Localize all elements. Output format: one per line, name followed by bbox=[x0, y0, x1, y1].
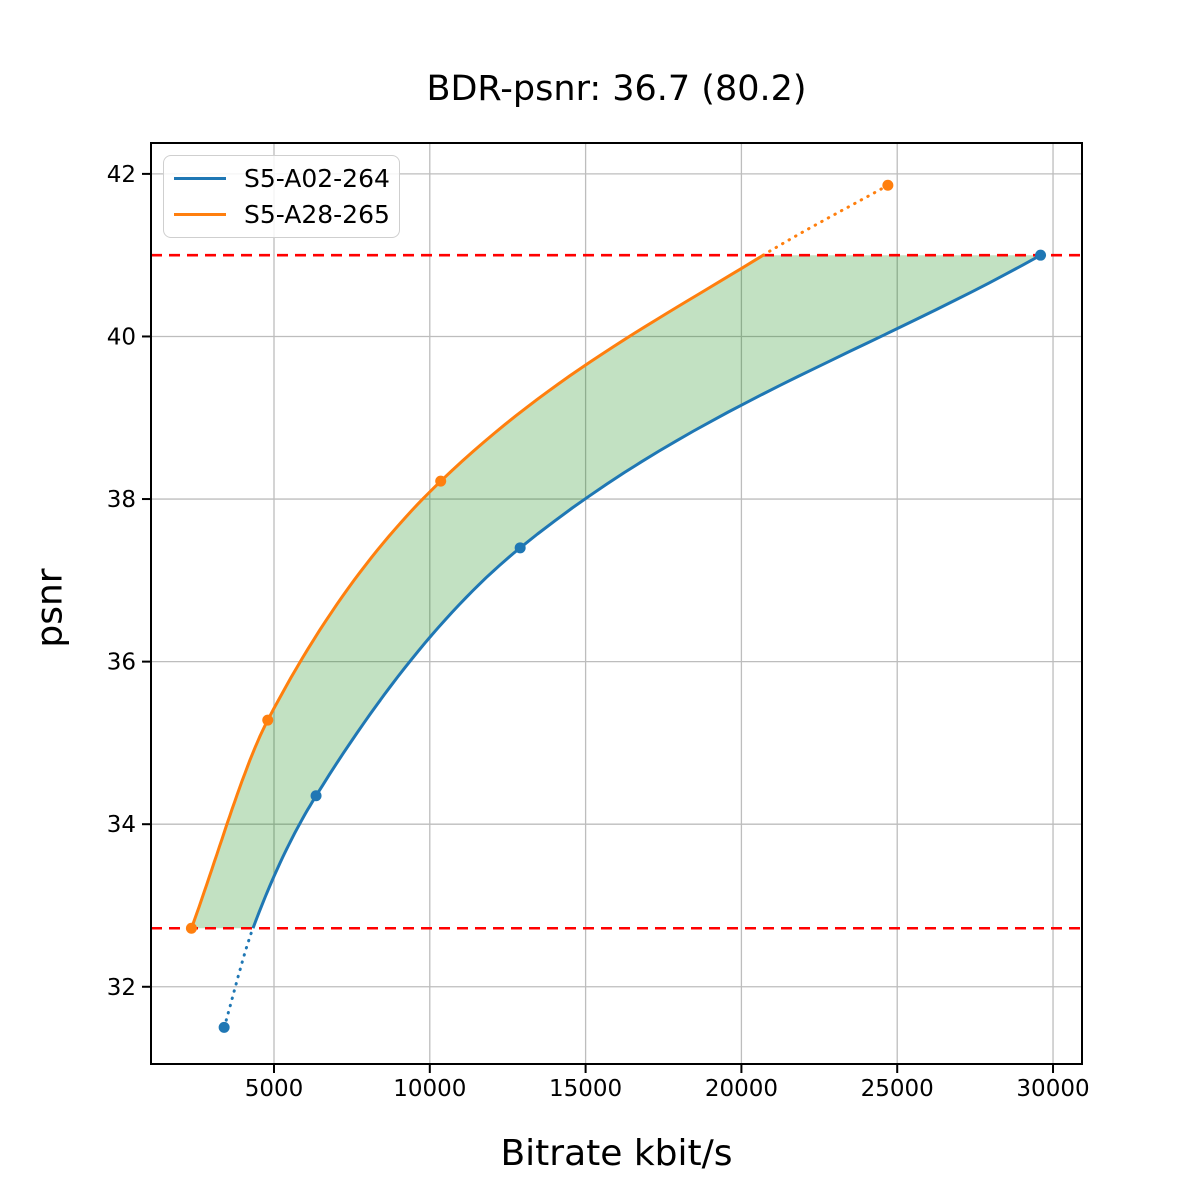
data-point-S5-A02-264 bbox=[310, 790, 322, 802]
data-point-S5-A28-265 bbox=[882, 179, 894, 191]
chart-title: BDR-psnr: 36.7 (80.2) bbox=[426, 69, 807, 109]
legend-item: S5-A02-264 bbox=[174, 161, 399, 197]
series-line-S5-A28-265 bbox=[189, 253, 764, 929]
data-point-S5-A28-265 bbox=[262, 714, 274, 726]
y-tick-label: 42 bbox=[107, 162, 136, 188]
x-tick-label: 5000 bbox=[245, 1076, 304, 1102]
series-dotted-S5-A02-264 bbox=[222, 926, 255, 1029]
legend-item: S5-A28-265 bbox=[174, 197, 399, 233]
bd-fill-region bbox=[191, 255, 1041, 929]
x-tick-label: 20000 bbox=[705, 1076, 778, 1102]
legend-line-swatch bbox=[174, 176, 226, 181]
y-tick-label: 36 bbox=[107, 650, 136, 676]
legend-line-swatch bbox=[174, 212, 226, 217]
y-tick-label: 38 bbox=[107, 487, 136, 513]
data-point-S5-A02-264 bbox=[1035, 249, 1047, 261]
series-line-S5-A02-264 bbox=[251, 253, 1042, 929]
data-point-S5-A02-264 bbox=[218, 1021, 230, 1033]
legend: S5-A02-264 S5-A28-265 bbox=[163, 155, 400, 238]
legend-label: S5-A02-264 bbox=[244, 164, 390, 193]
data-point-S5-A02-264 bbox=[514, 542, 526, 554]
legend-label: S5-A28-265 bbox=[244, 200, 390, 229]
y-axis-label: psnr bbox=[29, 568, 71, 648]
x-tick-label: 30000 bbox=[1016, 1076, 1089, 1102]
axes-frame bbox=[150, 142, 1083, 1065]
x-tick-label: 25000 bbox=[861, 1076, 934, 1102]
y-tick-label: 32 bbox=[107, 975, 136, 1001]
x-tick-label: 15000 bbox=[549, 1076, 622, 1102]
series-dotted-S5-A28-265 bbox=[761, 183, 890, 257]
x-axis-label: Bitrate kbit/s bbox=[500, 1133, 733, 1174]
data-point-S5-A28-265 bbox=[185, 922, 197, 934]
x-tick-label: 10000 bbox=[393, 1076, 466, 1102]
y-tick-label: 34 bbox=[107, 812, 136, 838]
y-tick-label: 40 bbox=[107, 324, 136, 350]
data-point-S5-A28-265 bbox=[435, 475, 447, 487]
